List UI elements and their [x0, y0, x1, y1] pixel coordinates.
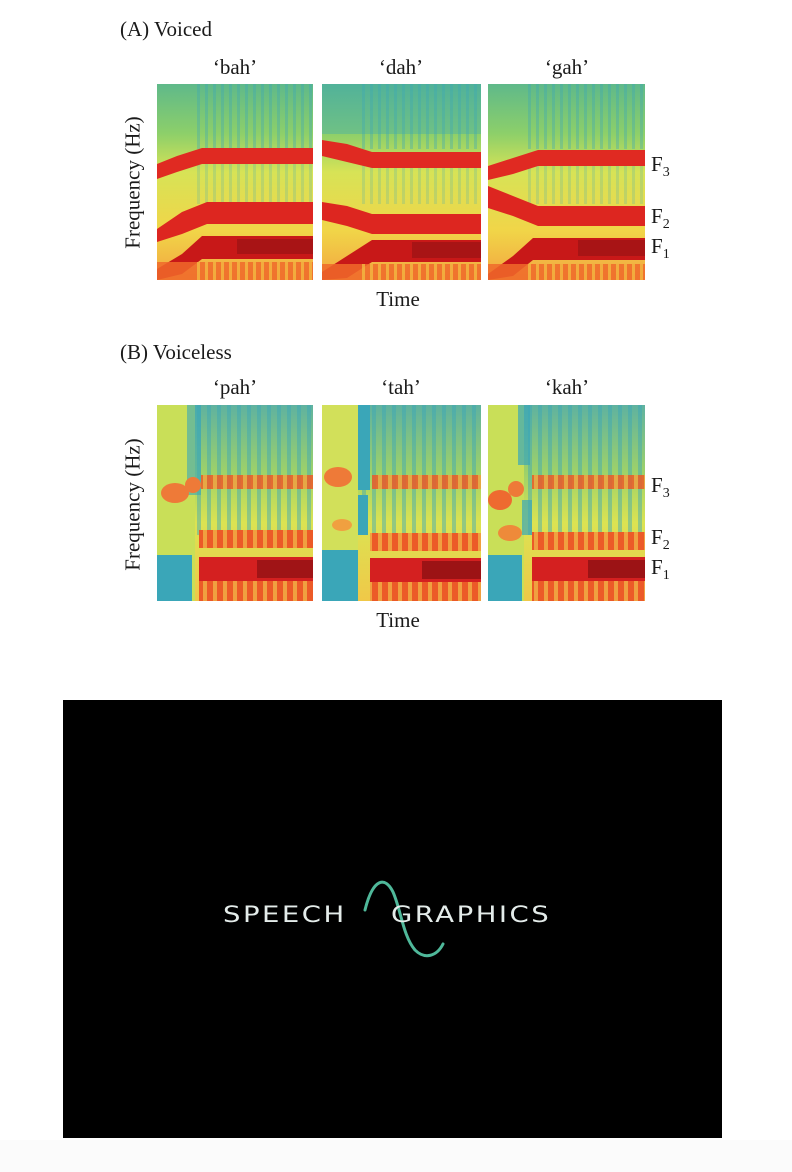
syllable-label-gah: ‘gah’: [544, 55, 590, 79]
syllable-label-bah: ‘bah’: [212, 55, 258, 79]
panel-b-title: (B) Voiceless: [120, 340, 232, 364]
syllable-label-pah: ‘pah’: [212, 375, 258, 399]
formant-label-f1-b: F1: [651, 555, 670, 583]
formant-label-f3-a: F3: [651, 152, 670, 180]
logo-text-speech: SPEECH: [223, 903, 347, 928]
formant-label-f1-a: F1: [651, 234, 670, 262]
spectrogram-tah: [322, 405, 481, 601]
spectrogram-dah: [322, 84, 481, 280]
formant-label-f2-b: F2: [651, 525, 670, 553]
panel-a-y-axis-label: Frequency (Hz): [120, 116, 145, 249]
spectrogram-bah: [157, 84, 313, 280]
panel-a-title: (A) Voiced: [120, 17, 212, 41]
formant-label-f3-b: F3: [651, 473, 670, 501]
panel-a-x-axis-label: Time: [376, 287, 420, 311]
spectrogram-pah: [157, 405, 313, 601]
panel-b-x-axis-label: Time: [376, 608, 420, 632]
logo-text-graphics: GRAPHICS: [391, 903, 552, 928]
spectrogram-kah: [488, 405, 645, 601]
spectrogram-gah: [488, 84, 645, 280]
syllable-label-tah: ‘tah’: [381, 375, 421, 399]
panel-b-y-axis-label: Frequency (Hz): [120, 438, 145, 571]
bottom-strip: [0, 1140, 792, 1172]
syllable-label-dah: ‘dah’: [378, 55, 424, 79]
sine-wave-icon: [363, 880, 445, 958]
syllable-label-kah: ‘kah’: [544, 375, 590, 399]
formant-label-f2-a: F2: [651, 204, 670, 232]
video-frame[interactable]: SPEECH GRAPHICS: [63, 700, 722, 1138]
